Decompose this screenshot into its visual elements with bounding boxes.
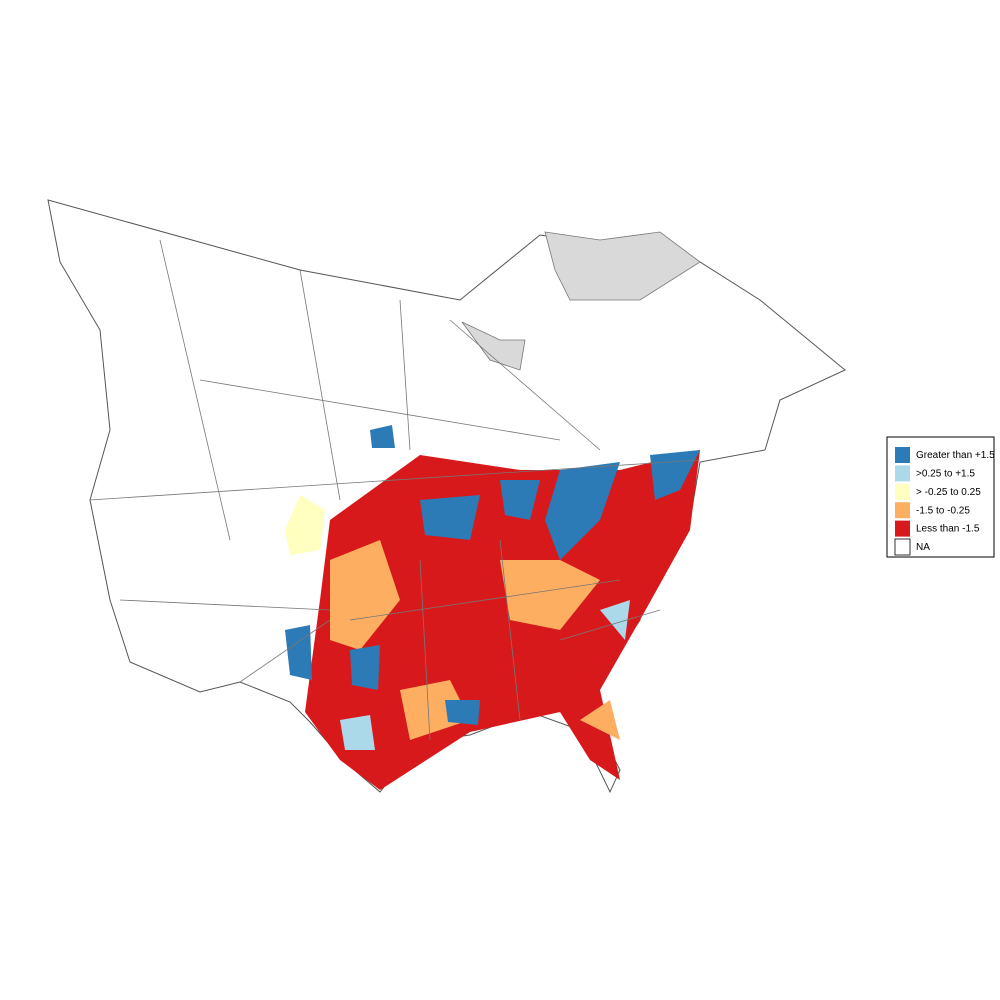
- cell-region: [545, 462, 620, 560]
- cell-region: [400, 680, 470, 740]
- na-region: [544, 231, 701, 301]
- cell-region: [285, 495, 325, 555]
- legend-swatch: [895, 502, 910, 519]
- legend-swatch: [895, 520, 910, 537]
- cell-region: [330, 540, 400, 650]
- legend-label: > -0.25 to 0.25: [916, 487, 981, 498]
- legend-swatch: [895, 483, 910, 500]
- cell-region: [350, 645, 380, 690]
- legend-swatch: [894, 538, 911, 556]
- na-region: [461, 321, 526, 371]
- legend-label: -1.5 to -0.25: [916, 505, 970, 516]
- cell-region: [370, 425, 395, 448]
- borders: [89, 239, 701, 741]
- legend-label: >0.25 to +1.5: [916, 469, 975, 480]
- cell-region: [500, 560, 600, 630]
- legend: Greater than +1.5 >0.25 to +1.5 > -0.25 to…: [886, 436, 995, 558]
- cell-region: [420, 495, 480, 540]
- cell-region: [580, 700, 620, 740]
- legend-label: Greater than +1.5: [916, 450, 995, 461]
- legend-label: NA: [916, 542, 930, 553]
- legend-swatch: [895, 447, 910, 463]
- cell-region: [340, 715, 375, 750]
- legend-label: Less than -1.5: [916, 524, 980, 535]
- cell-region: [600, 600, 630, 640]
- cell-region: [285, 625, 312, 680]
- cell-region: [445, 700, 480, 725]
- cell-region: [500, 480, 540, 520]
- cells: [285, 425, 700, 790]
- legend-swatch: [895, 465, 910, 482]
